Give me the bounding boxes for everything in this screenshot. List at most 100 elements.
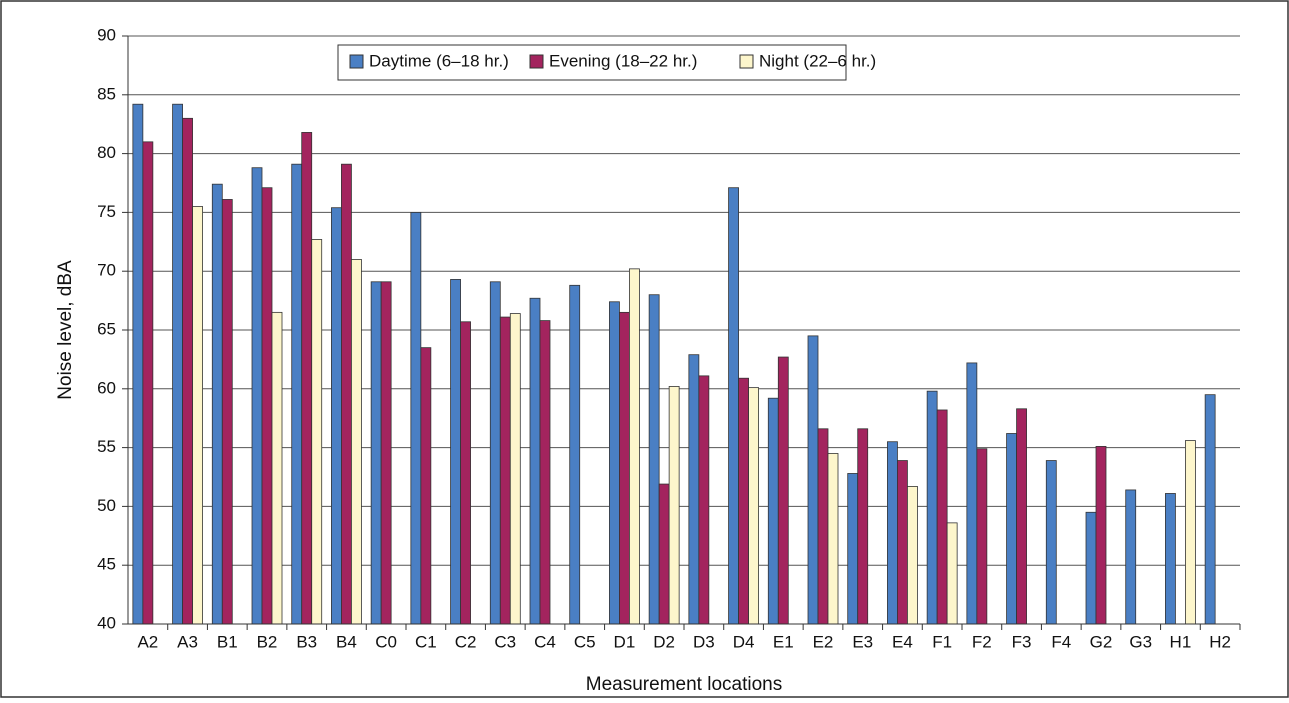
bar — [370, 281, 382, 625]
x-tick-label: F1 — [932, 632, 952, 651]
bar — [629, 268, 640, 625]
y-tick-label: 60 — [97, 378, 116, 397]
x-tick-label: E4 — [892, 632, 913, 651]
bar — [827, 453, 839, 625]
x-tick-label: F4 — [1051, 632, 1071, 651]
y-tick-label: 70 — [97, 261, 116, 280]
y-tick-label: 90 — [97, 25, 116, 44]
bar — [291, 163, 303, 625]
x-tick-label: E1 — [773, 632, 794, 651]
bar — [351, 259, 362, 625]
bar — [192, 206, 203, 625]
bar — [847, 473, 859, 625]
bar — [1185, 440, 1196, 625]
x-tick-label: C4 — [534, 632, 556, 651]
bar — [251, 167, 263, 625]
bar — [499, 316, 511, 625]
bar — [509, 313, 521, 625]
bar — [271, 311, 283, 625]
bar — [1016, 408, 1027, 625]
bar — [221, 199, 233, 625]
x-tick-label: C0 — [375, 632, 397, 651]
bar — [817, 428, 829, 625]
bar — [172, 103, 183, 625]
bar — [976, 448, 988, 625]
bar — [569, 284, 581, 625]
y-tick-label: 40 — [97, 613, 116, 632]
bar — [450, 279, 461, 625]
y-tick-label: 85 — [97, 84, 116, 103]
x-tick-label: C1 — [415, 632, 437, 651]
x-tick-label: G3 — [1129, 632, 1152, 651]
bar — [1125, 489, 1137, 625]
x-tick-label: C3 — [494, 632, 516, 651]
bar — [777, 356, 789, 625]
bar — [857, 428, 869, 625]
x-tick-label: C5 — [574, 632, 596, 651]
bar — [142, 141, 154, 625]
bar — [301, 132, 313, 625]
bar — [341, 163, 352, 625]
bar — [1006, 433, 1017, 625]
bar — [668, 386, 680, 625]
y-axis-label: Noise level, dBA — [55, 260, 76, 400]
bar — [748, 387, 759, 625]
bar — [182, 117, 193, 625]
bar — [331, 207, 342, 625]
y-tick-label: 80 — [97, 143, 116, 162]
bar — [609, 301, 620, 625]
legend-label: Night (22–6 hr.) — [759, 51, 876, 70]
bar — [926, 390, 938, 625]
y-tick-label: 55 — [97, 437, 116, 456]
legend-label: Evening (18–22 hr.) — [549, 51, 697, 70]
bar — [261, 187, 273, 625]
x-tick-label: E3 — [852, 632, 873, 651]
bar — [897, 460, 908, 625]
x-tick-label: B4 — [336, 632, 357, 651]
bar — [410, 211, 422, 625]
bar — [887, 441, 898, 625]
bar — [489, 281, 501, 625]
legend-swatch — [529, 54, 544, 69]
x-tick-label: B3 — [296, 632, 317, 651]
y-tick-label: 50 — [97, 496, 116, 515]
x-tick-label: A2 — [137, 632, 158, 651]
y-tick-label: 65 — [97, 319, 116, 338]
x-tick-label: D2 — [653, 632, 675, 651]
x-tick-label: H2 — [1209, 632, 1231, 651]
bar — [658, 483, 670, 625]
bar — [946, 522, 958, 625]
x-tick-label: H1 — [1170, 632, 1192, 651]
x-tick-label: F3 — [1012, 632, 1032, 651]
bar — [907, 486, 918, 625]
bar — [211, 183, 223, 625]
legend-label: Daytime (6–18 hr.) — [369, 51, 509, 70]
bar — [132, 103, 144, 625]
bar — [1165, 493, 1176, 625]
y-tick-label: 75 — [97, 202, 116, 221]
bar — [688, 354, 700, 625]
bar — [460, 321, 471, 625]
bar — [767, 397, 779, 625]
x-tick-label: B2 — [257, 632, 278, 651]
x-tick-label: A3 — [177, 632, 198, 651]
legend-swatch — [739, 54, 754, 69]
bar — [728, 187, 739, 625]
bar — [807, 335, 819, 625]
bar — [1085, 511, 1097, 625]
bar — [966, 362, 978, 625]
bar — [380, 281, 392, 625]
bar — [539, 320, 551, 625]
x-tick-label: E2 — [813, 632, 834, 651]
x-tick-label: D3 — [693, 632, 715, 651]
bar — [311, 239, 323, 625]
bar — [698, 375, 710, 625]
bar — [619, 311, 630, 625]
x-tick-label: C2 — [455, 632, 477, 651]
x-tick-label: G2 — [1090, 632, 1113, 651]
bar — [1095, 446, 1107, 625]
y-tick-label: 45 — [97, 555, 116, 574]
bar — [648, 294, 660, 625]
legend-swatch — [349, 54, 364, 69]
